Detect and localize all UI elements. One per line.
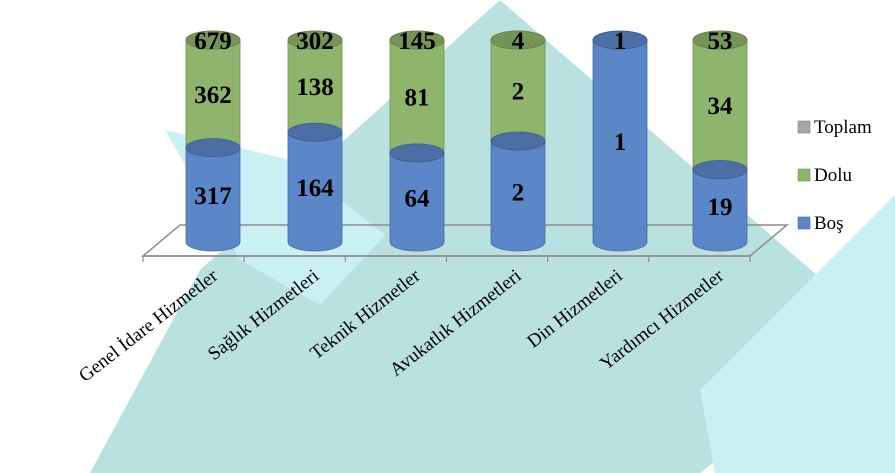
- data-label-dolu: 138: [296, 74, 334, 101]
- data-label-toplam: 4: [512, 28, 525, 55]
- bar-dolu-0-top: [185, 30, 241, 50]
- bar-bos-5-top: [692, 160, 748, 179]
- data-label-toplam: 302: [296, 28, 334, 55]
- data-label-boş: 164: [296, 175, 334, 202]
- legend-label: Boş: [814, 213, 844, 234]
- bars: [185, 30, 748, 252]
- data-label-boş: 19: [708, 194, 733, 221]
- bar-bos-2-top: [389, 143, 445, 163]
- legend-swatch: [797, 168, 811, 182]
- bar-bos-4-top: [592, 30, 648, 50]
- legend-label: Dolu: [814, 165, 853, 186]
- legend-item: Toplam: [797, 117, 872, 138]
- bar-dolu-5-top: [692, 30, 748, 50]
- data-labels: 679 362 317 302 138 164 145 81 64 4 2 2 1 1 53 34 19: [194, 28, 733, 221]
- data-label-boş: 1: [614, 129, 627, 156]
- decor-shape-large: [90, 0, 880, 473]
- bar-bos-2: [389, 143, 445, 252]
- bar-dolu-5: [692, 30, 748, 179]
- data-label-dolu: 81: [405, 84, 430, 111]
- data-label-toplam: 679: [194, 28, 232, 55]
- bar-bos-1-top: [287, 122, 343, 142]
- decor-shape-right: [700, 195, 895, 473]
- bar-bos-3: [490, 131, 546, 252]
- data-label-boş: 2: [512, 180, 525, 207]
- data-label-dolu: 34: [708, 93, 734, 120]
- bar-bos-0: [185, 138, 241, 252]
- bar-dolu-1-top: [287, 30, 343, 50]
- bar-dolu-2-top: [389, 30, 445, 50]
- legend-swatch: [797, 216, 811, 230]
- bar-bos-3-top: [490, 131, 546, 151]
- bar-dolu-3-top: [490, 30, 546, 50]
- bar-bos-1: [287, 122, 343, 252]
- legend-item: Dolu: [797, 165, 853, 186]
- legend-label: Toplam: [814, 117, 872, 138]
- background-decor: [90, 0, 895, 473]
- data-label-dolu: 362: [194, 82, 232, 109]
- data-label-dolu: 2: [512, 79, 525, 106]
- data-label-toplam: 1: [614, 28, 627, 55]
- data-label-boş: 64: [405, 185, 431, 212]
- data-label-toplam: 53: [708, 28, 733, 55]
- data-label-toplam: 145: [398, 28, 436, 55]
- bar-bos-5: [692, 160, 748, 252]
- legend-item: Boş: [797, 213, 844, 234]
- bar-bos-4: [592, 30, 648, 252]
- data-label-boş: 317: [194, 183, 232, 210]
- bar-bos-0-top: [185, 138, 241, 158]
- bar-dolu-2: [389, 30, 445, 163]
- legend-swatch: [797, 120, 811, 134]
- legend: Toplam Dolu Boş: [797, 117, 872, 234]
- chart-floor: [140, 224, 790, 262]
